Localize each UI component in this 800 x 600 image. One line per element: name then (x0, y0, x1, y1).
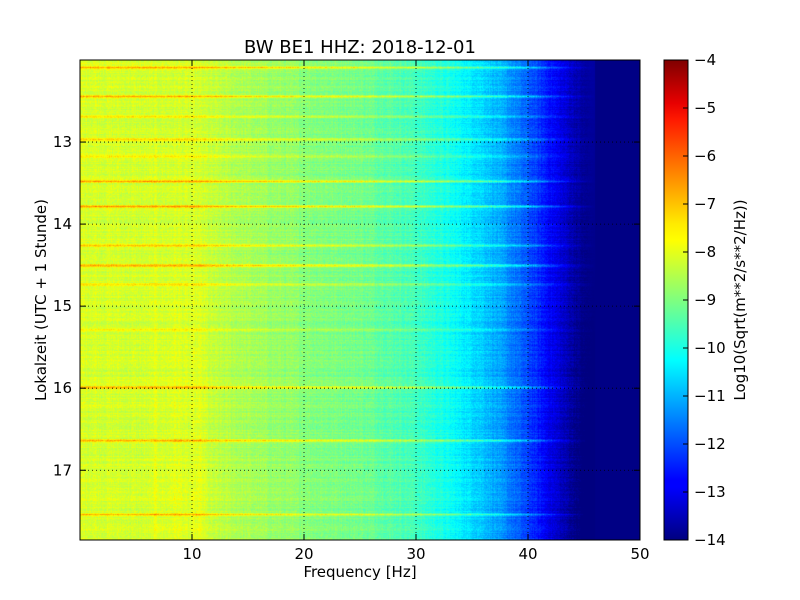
x-axis-title: Frequency [Hz] (303, 563, 416, 581)
colorbar-tick-label: −7 (694, 195, 716, 213)
x-tick-label: 10 (182, 545, 201, 563)
x-tick-label: 30 (406, 545, 425, 563)
colorbar-tick-label: −12 (694, 435, 726, 453)
y-tick-label: 16 (53, 379, 72, 397)
spectrogram-image (80, 60, 640, 540)
y-axis: 13 14 15 16 17 (53, 133, 640, 479)
y-tick-label: 17 (53, 461, 72, 479)
y-axis-title: Lokalzeit (UTC + 1 Stunde) (32, 199, 50, 401)
colorbar-tick-label: −4 (694, 51, 716, 69)
x-tick-label: 50 (630, 545, 649, 563)
x-axis: 10 20 30 40 50 (182, 60, 650, 563)
y-tick-label: 14 (53, 215, 72, 233)
colorbar-tick-label: −14 (694, 531, 726, 549)
y-tick-label: 15 (53, 297, 72, 315)
colorbar-tick-label: −8 (694, 243, 716, 261)
colorbar-tick-label: −6 (694, 147, 716, 165)
colorbar-title: Log10(Sqrt(m**2/s**2/Hz)) (731, 199, 749, 400)
x-tick-label: 40 (518, 545, 537, 563)
plot-area (80, 60, 640, 540)
colorbar-tick-label: −5 (694, 99, 716, 117)
colorbar-tick-label: −11 (694, 387, 726, 405)
chart-title: BW BE1 HHZ: 2018-12-01 (244, 37, 476, 58)
y-tick-label: 13 (53, 133, 72, 151)
colorbar-axis: −4 −5 −6 −7 −8 −9 −10 −11 −12 −13 −14 (683, 51, 726, 549)
colorbar-tick-label: −10 (694, 339, 726, 357)
colorbar-tick-label: −13 (694, 483, 726, 501)
grid-lines (80, 60, 640, 540)
plot-frame (79, 59, 641, 541)
colorbar-tick-label: −9 (694, 291, 716, 309)
x-tick-label: 20 (294, 545, 313, 563)
